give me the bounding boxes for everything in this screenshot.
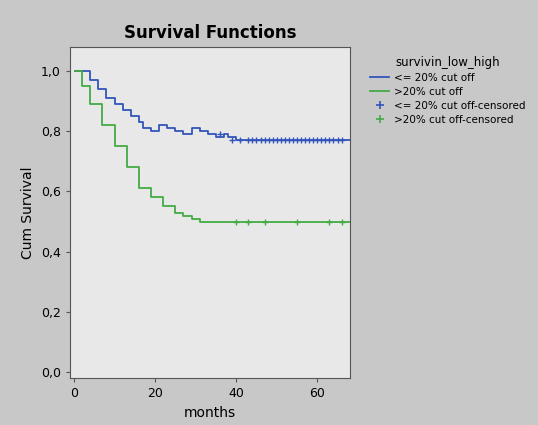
Y-axis label: Cum Survival: Cum Survival: [22, 166, 36, 259]
Title: Survival Functions: Survival Functions: [124, 24, 296, 42]
X-axis label: months: months: [184, 406, 236, 420]
Legend: <= 20% cut off, >20% cut off, <= 20% cut off-censored, >20% cut off-censored: <= 20% cut off, >20% cut off, <= 20% cut…: [366, 52, 530, 129]
